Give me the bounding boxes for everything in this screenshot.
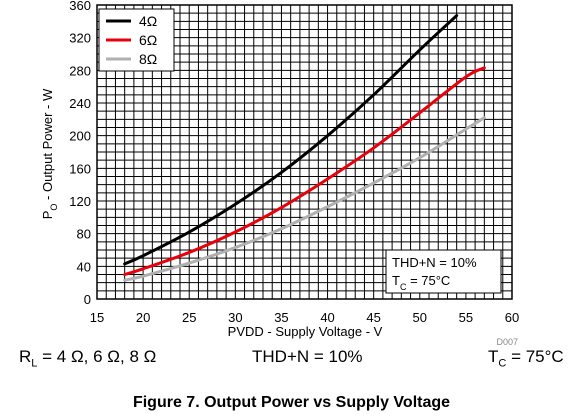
y-tick-label: 280: [69, 63, 91, 78]
annotation-thd: THD+N = 10%: [392, 255, 477, 270]
x-tick-label: 60: [505, 310, 519, 325]
legend-label-4ohm: 4Ω: [139, 13, 157, 29]
annotation-tc: TC = 75°C: [392, 273, 450, 292]
y-tick-label: 80: [77, 227, 91, 242]
x-tick-label: 50: [413, 310, 427, 325]
y-tick-label: 120: [69, 194, 91, 209]
figure-code: D007: [496, 337, 518, 345]
y-tick-label: 200: [69, 129, 91, 144]
x-tick-label: 35: [274, 310, 288, 325]
x-tick-label: 15: [90, 310, 104, 325]
load-resistance-condition: RL = 4 Ω, 6 Ω, 8 Ω: [19, 347, 157, 370]
y-tick-label: 320: [69, 31, 91, 46]
annotation-box: [385, 249, 502, 294]
case-temperature-condition: TC = 75°C: [488, 347, 564, 370]
legend-label-8ohm: 8Ω: [139, 51, 157, 67]
series-line-8ohm: [123, 116, 486, 282]
tick-labels: 15 20 25 30 35 40 45 50 55 60 0 40 80 120 160 200 240 280…: [69, 0, 519, 325]
legend-label-6ohm: 6Ω: [139, 32, 157, 48]
y-tick-label: 0: [84, 292, 91, 307]
plot-frame: [96, 4, 513, 300]
figure-caption: Figure 7. Output Power vs Supply Voltage: [132, 394, 451, 411]
x-tick-label: 20: [136, 310, 150, 325]
x-tick-label: 45: [366, 310, 380, 325]
y-tick-label: 240: [69, 96, 91, 111]
x-axis-title: PVDD - Supply Voltage - V: [228, 324, 383, 339]
test-conditions-box: THD+N = 10% TC = 75°C: [385, 249, 502, 294]
series-line-6ohm: [123, 66, 486, 276]
y-tick-label: 160: [69, 161, 91, 176]
series-line-4ohm: [123, 14, 459, 266]
output-power-chart: 15 20 25 30 35 40 45 50 55 60 0 40 80 120 160 200 240 280…: [40, 0, 519, 345]
y-axis-title: PO - Output Power - W: [40, 88, 59, 219]
x-tick-label: 25: [182, 310, 196, 325]
thd-condition: THD+N = 10%: [252, 347, 363, 366]
x-tick-label: 40: [320, 310, 334, 325]
x-tick-label: 55: [459, 310, 473, 325]
y-tick-label: 360: [69, 0, 91, 13]
legend: 4Ω 6Ω 8Ω: [98, 8, 175, 72]
series-lines: [123, 14, 486, 282]
x-tick-label: 30: [228, 310, 242, 325]
y-tick-label: 40: [77, 259, 91, 274]
